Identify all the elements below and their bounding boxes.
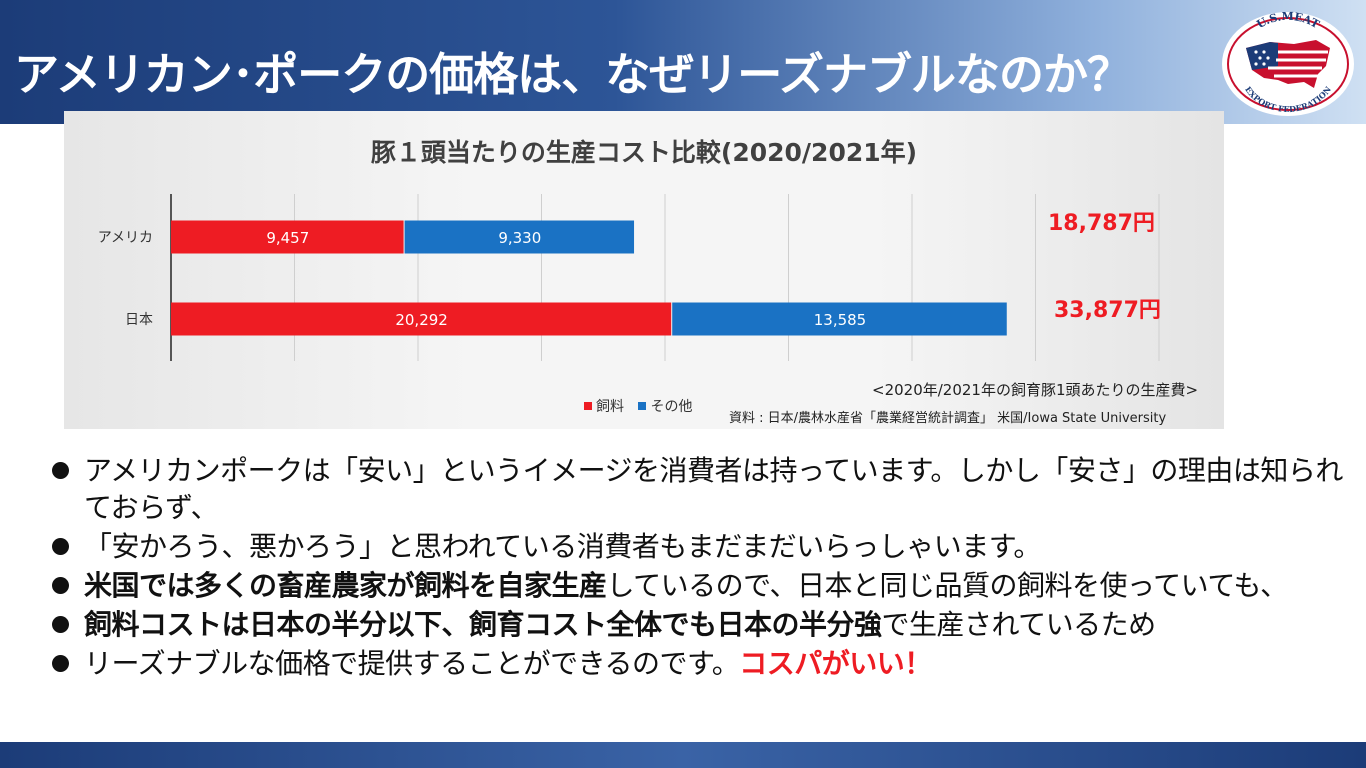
bar-segment-feed	[171, 302, 672, 336]
bullet-dot	[52, 577, 69, 594]
category-label: 日本	[125, 312, 153, 328]
bar-segment-feed	[171, 220, 404, 254]
bullet-text: で生産されているため	[881, 608, 1157, 641]
bullet-text: 「安かろう、悪かろう」と思われている消費者もまだまだいらっしゃいます。	[84, 530, 1041, 563]
bullet-item: アメリカンポークは「安い」というイメージを消費者は持っています。しかし「安さ」の…	[44, 452, 1354, 526]
bar-segment-other	[404, 220, 635, 254]
bullet-item: 米国では多くの畜産農家が飼料を自家生産しているので、日本と同じ品質の飼料を使って…	[44, 567, 1354, 604]
legend-swatch-other	[638, 402, 647, 410]
bullet-item: リーズナブルな価格で提供することができるのです。コスパがいい！	[44, 645, 1354, 682]
chart-source: 資料 : 日本/農林水産省「農業経営統計調査」 米国/Iowa State Un…	[729, 411, 1167, 426]
legend-swatch-feed	[584, 402, 592, 410]
cost-comparison-chart: 豚１頭当たりの生産コスト比較(2020/2021年) アメリカ 9,457 9,33…	[64, 111, 1224, 429]
legend-item-feed: 飼料	[584, 399, 628, 415]
bar-value-label: 9,457	[266, 229, 309, 247]
us-meat-export-federation-logo-icon: U.S.MEAT EXPORT FEDERATION	[1222, 10, 1354, 116]
bullet-text: リーズナブルな価格で提供することができるのです。	[84, 647, 740, 680]
bullet-dot	[52, 655, 69, 672]
title-banner: アメリカン･ポークの価格は、なぜリーズナブルなのか？ U.S.MEAT EXPO…	[0, 0, 1366, 124]
legend-item-other: その他	[638, 399, 692, 415]
footer-bar	[0, 742, 1366, 768]
bullet-dot	[52, 462, 69, 479]
legend-label-other: その他	[650, 399, 693, 415]
bullet-item: 飼料コストは日本の半分以下、飼育コスト全体でも日本の半分強で生産されているため	[44, 606, 1354, 643]
bullet-dot	[52, 616, 69, 633]
chart-note: <2020年/2021年の飼育豚1頭あたりの生産費>	[872, 381, 1199, 399]
bullet-list: アメリカンポークは「安い」というイメージを消費者は持っています。しかし「安さ」の…	[44, 452, 1354, 684]
bullet-bold-text: 米国では多くの畜産農家が飼料を自家生産	[84, 569, 607, 602]
chart-legend: 飼料 その他	[584, 396, 702, 416]
total-label-america: 18,787円	[1048, 211, 1155, 236]
bullet-text: アメリカンポークは「安い」というイメージを消費者は持っています。しかし「安さ」の…	[84, 454, 1343, 524]
bullet-dot	[52, 538, 69, 555]
bullet-bold-text: 飼料コストは日本の半分以下、飼育コスト全体でも日本の半分強	[84, 608, 882, 641]
total-label-japan: 33,877円	[1054, 298, 1161, 323]
category-label: アメリカ	[98, 230, 153, 246]
bullet-highlight-text: コスパがいい！	[739, 647, 932, 680]
bullet-text: しているので、日本と同じ品質の飼料を使っていても、	[606, 569, 1289, 602]
slide-title: アメリカン･ポークの価格は、なぜリーズナブルなのか？	[14, 48, 1132, 101]
chart-title: 豚１頭当たりの生産コスト比較(2020/2021年)	[370, 138, 918, 167]
bar-value-label: 20,292	[395, 311, 448, 329]
bar-value-label: 9,330	[498, 229, 541, 247]
chart-plot: アメリカ 9,457 9,330 日本 20,292 13,585	[98, 194, 1160, 361]
legend-label-feed: 飼料	[596, 399, 624, 415]
bar-value-label: 13,585	[814, 311, 867, 329]
bullet-item: 「安かろう、悪かろう」と思われている消費者もまだまだいらっしゃいます。	[44, 528, 1354, 565]
bar-segment-other	[672, 302, 1007, 336]
